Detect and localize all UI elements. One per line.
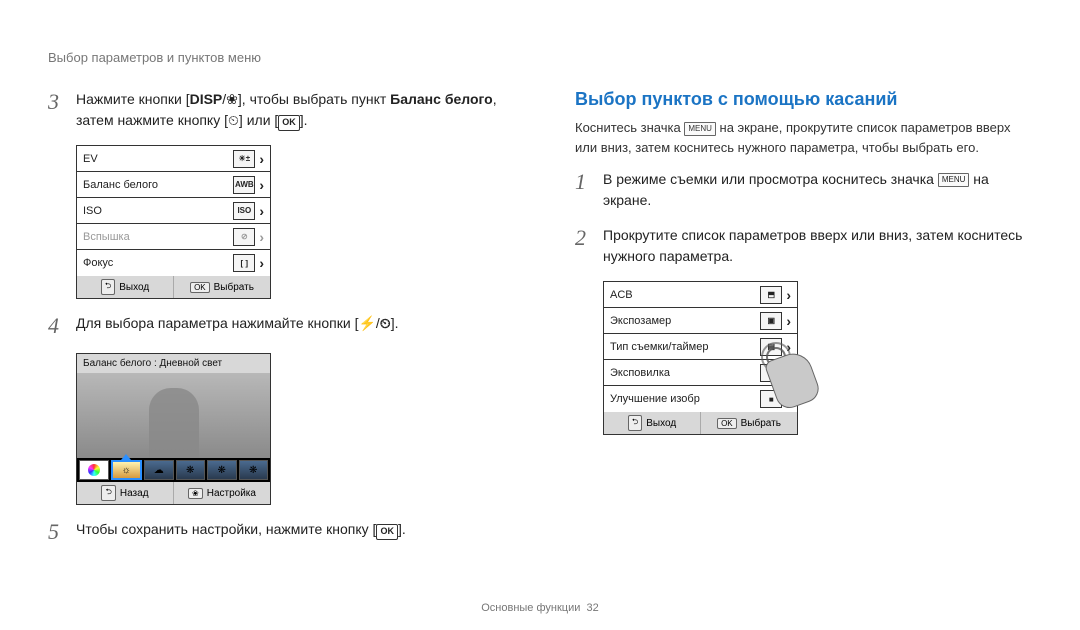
menu-row[interactable]: Фокус[ ]› — [77, 250, 270, 276]
wb-thumb-cloudy[interactable]: ☁ — [144, 460, 174, 480]
wb-thumb-misc3[interactable]: ❋ — [239, 460, 269, 480]
touch-menu-screen[interactable]: ACB⬒›Экспозамер▣›Тип съемки/таймер▤›Эксп… — [603, 281, 798, 435]
wb-preview-screen: Баланс белого : Дневной свет ☼ ☁ ❋ ❋ ❋ ⮌… — [76, 353, 271, 505]
intro-text: Коснитесь значка MENU на экране, прокрут… — [575, 118, 1032, 157]
section-title: Выбор пунктов с помощью касаний — [575, 89, 1032, 110]
menu-row-icon: [ ] — [233, 254, 255, 272]
footer-setup[interactable]: ❀Настройка — [174, 482, 270, 504]
step-5: 5 Чтобы сохранить настройки, нажмите кно… — [48, 519, 505, 545]
touch-menu-row[interactable]: Улучшение изобр■› — [604, 386, 797, 412]
menu-row-icon: ▥ — [760, 364, 782, 382]
menu-row-icon: ISO — [233, 202, 255, 220]
menu-row-icon: ⬒ — [760, 286, 782, 304]
silhouette-icon — [149, 388, 199, 458]
wb-preview — [77, 373, 270, 458]
step-5-text: Чтобы сохранить настройки, нажмите кнопк… — [76, 519, 406, 545]
footer-select[interactable]: OKВыбрать — [174, 276, 270, 298]
wb-title: Баланс белого : Дневной свет — [77, 354, 270, 373]
menu-row-icon: ☀± — [233, 150, 255, 168]
touch-menu-row[interactable]: Эксповилка▥› — [604, 360, 797, 386]
left-column: 3 Нажмите кнопки [DISP/❀], чтобы выбрать… — [48, 89, 505, 560]
step-number: 5 — [48, 519, 64, 545]
step-4-text: Для выбора параметра нажимайте кнопки [⚡… — [76, 313, 399, 339]
step-3-text: Нажмите кнопки [DISP/❀], чтобы выбрать п… — [76, 89, 505, 131]
step-number: 2 — [575, 225, 591, 267]
touch-step-1: 1 В режиме съемки или просмотра коснитес… — [575, 169, 1032, 211]
touch-menu-row[interactable]: Экспозамер▣› — [604, 308, 797, 334]
menu-footer: ⮌Выход OKВыбрать — [77, 276, 270, 298]
touch-menu-row[interactable]: ACB⬒› — [604, 282, 797, 308]
wb-thumb-daylight[interactable]: ☼ — [111, 460, 143, 480]
step-1-text: В режиме съемки или просмотра коснитесь … — [603, 169, 1032, 211]
menu-row[interactable]: Вспышка⊘› — [77, 224, 270, 250]
touch-step-2: 2 Прокрутите список параметров вверх или… — [575, 225, 1032, 267]
menu-row-icon: ■ — [760, 390, 782, 408]
wb-thumb-misc1[interactable]: ❋ — [176, 460, 206, 480]
menu-row-icon: ▣ — [760, 312, 782, 330]
wb-footer: ⮌Назад ❀Настройка — [77, 482, 270, 504]
page-footer: Основные функции 32 — [0, 602, 1080, 614]
menu-row-icon: AWB — [233, 176, 255, 194]
touch-menu-row[interactable]: Тип съемки/таймер▤› — [604, 334, 797, 360]
menu-row[interactable]: EV☀±› — [77, 146, 270, 172]
camera-menu-screen: EV☀±›Баланс белогоAWB›ISOISO›Вспышка⊘›Фо… — [76, 145, 271, 299]
step-4: 4 Для выбора параметра нажимайте кнопки … — [48, 313, 505, 339]
menu-row[interactable]: ISOISO› — [77, 198, 270, 224]
footer-exit-touch[interactable]: ⮌Выход — [604, 412, 701, 434]
wb-thumbnails[interactable]: ☼ ☁ ❋ ❋ ❋ — [77, 458, 270, 482]
right-column: Выбор пунктов с помощью касаний Коснитес… — [575, 89, 1032, 560]
wb-thumb-awb[interactable] — [79, 460, 109, 480]
menu-row[interactable]: Баланс белогоAWB› — [77, 172, 270, 198]
footer-back[interactable]: ⮌Назад — [77, 482, 174, 504]
step-number: 3 — [48, 89, 64, 131]
wb-thumb-misc2[interactable]: ❋ — [207, 460, 237, 480]
menu-row-icon: ▤ — [760, 338, 782, 356]
step-number: 4 — [48, 313, 64, 339]
step-number: 1 — [575, 169, 591, 211]
touch-footer: ⮌Выход OKВыбрать — [604, 412, 797, 434]
footer-exit[interactable]: ⮌Выход — [77, 276, 174, 298]
footer-select-touch[interactable]: OKВыбрать — [701, 412, 797, 434]
menu-row-icon: ⊘ — [233, 228, 255, 246]
step-2-text: Прокрутите список параметров вверх или в… — [603, 225, 1032, 267]
main-columns: 3 Нажмите кнопки [DISP/❀], чтобы выбрать… — [48, 89, 1032, 560]
page-header: Выбор параметров и пунктов меню — [48, 50, 1032, 65]
step-3: 3 Нажмите кнопки [DISP/❀], чтобы выбрать… — [48, 89, 505, 131]
